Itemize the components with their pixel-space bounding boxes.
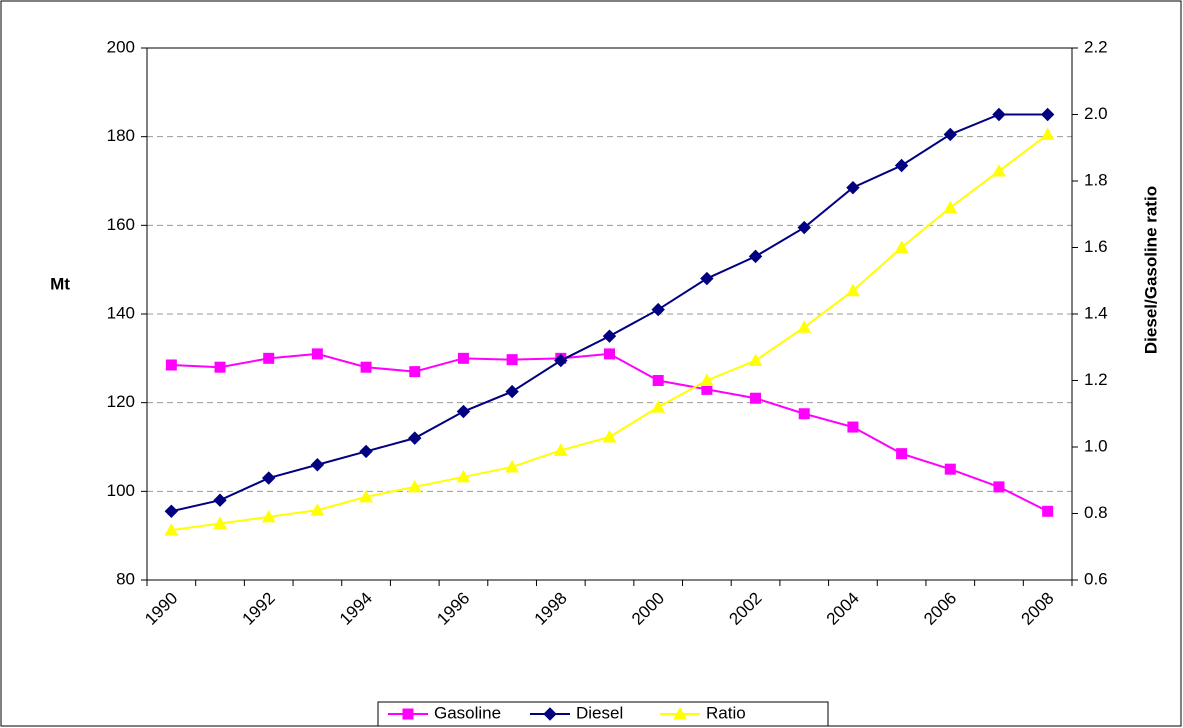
y2-tick-label: 1.6 xyxy=(1084,237,1108,256)
data-point xyxy=(164,504,179,518)
data-point xyxy=(457,352,469,364)
legend-marker xyxy=(402,708,414,720)
data-point xyxy=(748,353,763,367)
data-point xyxy=(506,354,518,366)
data-point xyxy=(992,107,1006,122)
data-point xyxy=(1042,505,1054,517)
data-point xyxy=(993,481,1005,493)
data-point xyxy=(797,320,812,333)
y2-tick-label: 1.8 xyxy=(1084,170,1108,189)
data-point xyxy=(1040,107,1055,122)
legend-label: Ratio xyxy=(706,703,746,722)
data-point xyxy=(798,408,810,420)
y-tick-label: 200 xyxy=(107,37,135,56)
data-point xyxy=(359,444,373,459)
data-point xyxy=(407,479,422,493)
data-point xyxy=(896,448,908,460)
data-point xyxy=(261,509,276,523)
data-point xyxy=(213,516,227,529)
data-point xyxy=(894,158,909,173)
data-point xyxy=(604,348,615,360)
data-point xyxy=(846,180,860,195)
data-point xyxy=(165,359,177,371)
y2-tick-label: 1.4 xyxy=(1084,303,1108,322)
y-tick-label: 120 xyxy=(107,392,135,411)
data-point xyxy=(944,463,956,475)
data-point xyxy=(214,361,226,373)
legend-label: Gasoline xyxy=(434,703,501,722)
data-point xyxy=(505,384,519,399)
data-point xyxy=(652,375,664,386)
data-point xyxy=(213,493,227,507)
data-point xyxy=(602,429,617,443)
data-point xyxy=(1040,127,1055,140)
data-point xyxy=(651,400,666,413)
y2-tick-label: 0.8 xyxy=(1084,503,1108,522)
data-point xyxy=(311,348,323,360)
data-point xyxy=(456,404,471,419)
data-point xyxy=(409,366,421,378)
y-tick-label: 180 xyxy=(107,126,135,145)
y2-axis-label: Diesel/Gasoline ratio xyxy=(1141,186,1160,354)
data-point xyxy=(748,249,763,264)
data-point xyxy=(750,392,762,404)
data-point xyxy=(700,373,714,386)
data-point xyxy=(847,421,859,433)
data-point xyxy=(263,352,275,364)
data-point xyxy=(164,523,179,536)
data-point xyxy=(553,443,568,456)
data-point xyxy=(651,302,665,317)
y2-tick-label: 1.0 xyxy=(1084,436,1108,455)
data-point xyxy=(700,271,714,286)
data-point xyxy=(359,489,373,503)
data-point xyxy=(456,469,471,483)
y2-tick-label: 2.0 xyxy=(1084,104,1108,123)
data-point xyxy=(505,459,519,473)
data-point xyxy=(310,503,325,516)
data-point xyxy=(797,220,811,235)
data-point xyxy=(846,283,860,297)
plot-area xyxy=(146,47,1073,581)
data-point xyxy=(310,458,325,472)
legend-marker xyxy=(543,707,557,721)
data-point xyxy=(554,353,568,368)
data-point xyxy=(894,240,909,253)
y-tick-label: 80 xyxy=(116,569,135,588)
y-tick-label: 140 xyxy=(107,303,135,322)
y2-tick-label: 1.2 xyxy=(1084,370,1108,389)
data-point xyxy=(992,163,1006,177)
legend-marker xyxy=(673,706,687,720)
legend xyxy=(377,701,829,727)
data-point xyxy=(360,361,372,373)
legend-label: Diesel xyxy=(576,703,623,722)
data-point xyxy=(408,431,422,445)
y-tick-label: 100 xyxy=(107,481,135,500)
y2-tick-label: 0.6 xyxy=(1084,569,1108,588)
y2-tick-label: 2.2 xyxy=(1084,37,1108,56)
data-point xyxy=(943,200,958,214)
y-axis-label: Mt xyxy=(50,274,70,293)
data-point xyxy=(602,329,617,343)
y-tick-label: 160 xyxy=(107,215,135,234)
data-point xyxy=(943,127,957,142)
data-point xyxy=(262,471,276,485)
